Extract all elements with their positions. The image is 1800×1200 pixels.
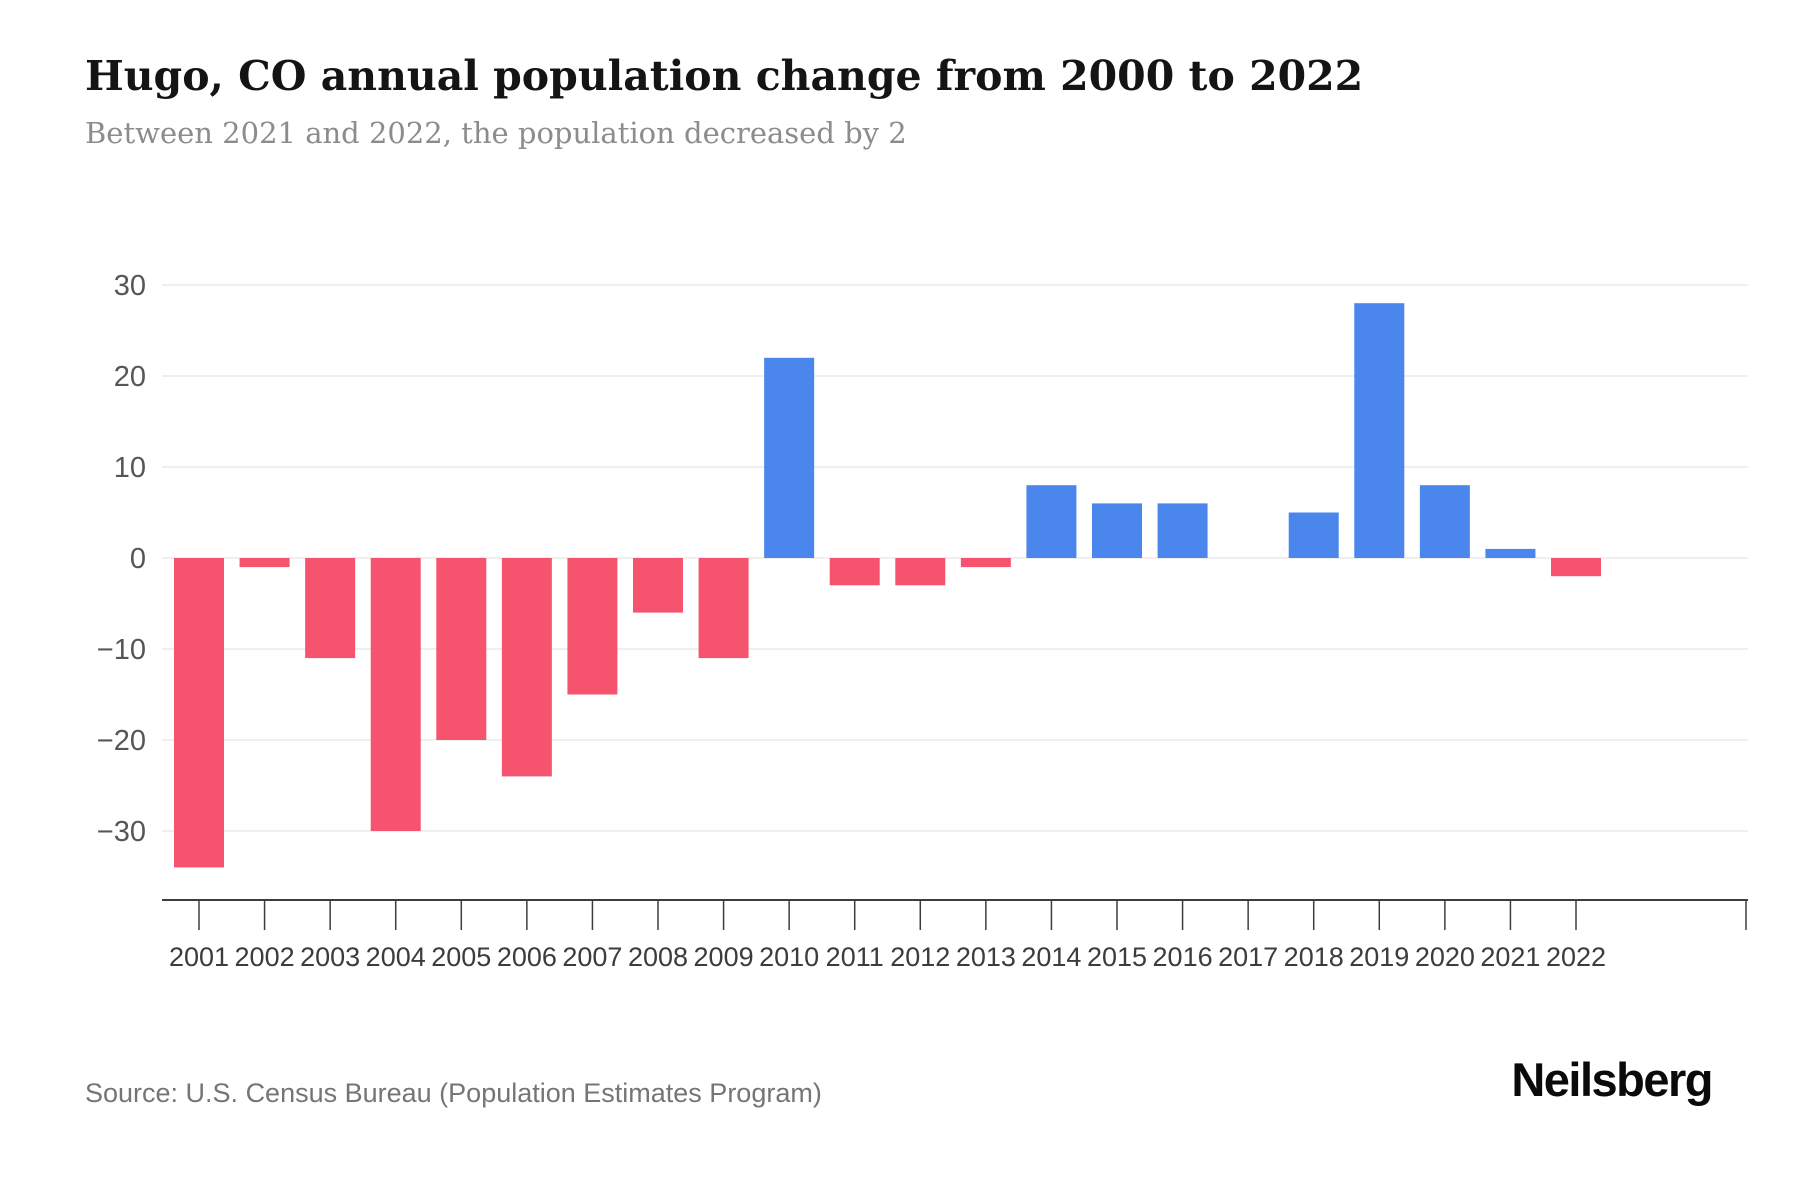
x-axis-label-2021: 2021 — [1480, 942, 1540, 972]
x-axis-label-2010: 2010 — [759, 942, 819, 972]
x-axis-label-2011: 2011 — [826, 942, 884, 972]
neilsberg-logo: Neilsberg — [1511, 1053, 1713, 1106]
x-axis-label-2018: 2018 — [1284, 942, 1344, 972]
x-axis-label-2006: 2006 — [497, 942, 557, 972]
x-axis-label-2013: 2013 — [956, 942, 1016, 972]
bar-2005[interactable] — [436, 558, 487, 740]
bar-2004[interactable] — [370, 558, 421, 831]
x-axis-label-2015: 2015 — [1087, 942, 1147, 972]
x-axis-label-2019: 2019 — [1349, 942, 1409, 972]
x-axis-label-2014: 2014 — [1021, 942, 1081, 972]
x-axis-label-2001: 2001 — [169, 942, 229, 972]
bar-2015[interactable] — [1092, 503, 1142, 558]
x-axis-label-2005: 2005 — [431, 942, 491, 972]
bar-2003[interactable] — [305, 558, 356, 659]
bar-2006[interactable] — [501, 558, 552, 777]
x-axis-label-2020: 2020 — [1415, 942, 1475, 972]
bar-2007[interactable] — [567, 558, 618, 695]
bar-2002[interactable] — [239, 558, 290, 568]
bar-2021[interactable] — [1485, 548, 1536, 558]
bar-2013[interactable] — [960, 558, 1011, 568]
x-axis-label-2004: 2004 — [366, 942, 426, 972]
x-axis-label-2007: 2007 — [562, 942, 622, 972]
y-axis-label-30: 30 — [114, 270, 146, 302]
source-note: Source: U.S. Census Bureau (Population E… — [85, 1078, 822, 1108]
y-axis-label-20: 20 — [114, 361, 146, 393]
chart-title: Hugo, CO annual population change from 2… — [85, 52, 1364, 100]
x-axis-label-2009: 2009 — [694, 942, 754, 972]
y-axis-label--10: −10 — [97, 634, 146, 666]
bar-2016[interactable] — [1157, 503, 1208, 558]
x-axis-label-2017: 2017 — [1218, 942, 1278, 972]
bar-2001[interactable] — [174, 558, 224, 868]
bar-2012[interactable] — [895, 558, 946, 586]
y-axis-label--20: −20 — [97, 725, 146, 757]
bar-2020[interactable] — [1419, 485, 1470, 558]
x-axis-label-2002: 2002 — [235, 942, 295, 972]
bar-2022[interactable] — [1551, 558, 1601, 577]
bar-2008[interactable] — [633, 558, 683, 613]
bar-2018[interactable] — [1288, 512, 1339, 559]
chart-subtitle: Between 2021 and 2022, the population de… — [85, 116, 907, 150]
x-axis-label-2012: 2012 — [890, 942, 950, 972]
y-axis-label--30: −30 — [97, 816, 146, 848]
x-axis-label-2016: 2016 — [1153, 942, 1213, 972]
bar-2019[interactable] — [1354, 303, 1405, 558]
x-axis-label-2003: 2003 — [300, 942, 360, 972]
y-axis-label-0: 0 — [130, 543, 146, 575]
bar-2009[interactable] — [698, 558, 749, 659]
x-axis-label-2022: 2022 — [1546, 942, 1606, 972]
y-axis-label-10: 10 — [114, 452, 146, 484]
bar-2011[interactable] — [829, 558, 880, 586]
bar-2010[interactable] — [764, 357, 815, 558]
x-axis-label-2008: 2008 — [628, 942, 688, 972]
bar-2014[interactable] — [1026, 485, 1077, 558]
